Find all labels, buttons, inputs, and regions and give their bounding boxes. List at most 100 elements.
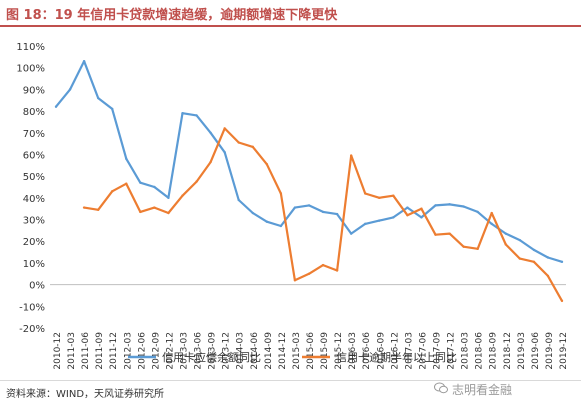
chart-legend: 信用卡应偿余额同比 信用卡逾期半年以上同比 bbox=[128, 350, 457, 364]
y-tick-label: 40% bbox=[23, 194, 45, 205]
x-tick-label: 2019-06 bbox=[531, 332, 541, 370]
y-tick-label: 70% bbox=[23, 129, 45, 140]
y-tick-label: 60% bbox=[23, 150, 45, 161]
legend-label: 信用卡应偿余额同比 bbox=[162, 350, 261, 364]
data-point bbox=[139, 210, 142, 214]
x-tick-label: 2013-06 bbox=[194, 332, 204, 370]
x-tick-label: 2014-06 bbox=[250, 332, 260, 370]
data-point bbox=[462, 245, 465, 248]
data-point bbox=[265, 220, 269, 223]
data-point bbox=[237, 141, 240, 144]
data-point bbox=[504, 243, 507, 246]
x-tick-label: 2011-06 bbox=[81, 332, 91, 370]
data-point bbox=[293, 279, 297, 282]
y-tick-label: 110% bbox=[16, 42, 45, 53]
x-tick-label: 2011-12 bbox=[109, 332, 119, 370]
data-point bbox=[532, 248, 536, 252]
data-point bbox=[111, 190, 114, 193]
data-point bbox=[335, 212, 339, 216]
legend-label: 信用卡逾期半年以上同比 bbox=[336, 350, 457, 364]
data-point bbox=[364, 192, 367, 195]
data-point bbox=[476, 210, 479, 214]
y-tick-label: 0% bbox=[29, 281, 45, 292]
data-point bbox=[167, 211, 170, 215]
data-point bbox=[111, 107, 114, 111]
x-tick-label: 2017-09 bbox=[433, 332, 443, 370]
data-point bbox=[335, 269, 339, 272]
data-point bbox=[434, 204, 437, 207]
footer-divider bbox=[0, 380, 581, 381]
data-point bbox=[406, 214, 409, 217]
y-tick-label: 30% bbox=[23, 216, 45, 227]
x-tick-label: 2010-12 bbox=[53, 332, 63, 370]
data-point bbox=[560, 260, 564, 264]
y-tick-label: 100% bbox=[16, 64, 45, 75]
data-point bbox=[448, 232, 451, 235]
y-axis: 110% 100% 90% 80% 70% 60% 50% 40% 30% 20% 10% 0% -10… bbox=[16, 42, 45, 335]
data-point bbox=[462, 205, 465, 208]
data-point bbox=[279, 224, 283, 228]
x-tick-label: 2015-12 bbox=[334, 332, 344, 370]
data-point bbox=[195, 180, 198, 183]
x-tick-label: 2017-03 bbox=[404, 332, 414, 370]
data-point bbox=[490, 211, 493, 215]
figure-title: 图 18：19 年信用卡贷款增速趋缓，逾期额增速下降更快 bbox=[6, 8, 338, 23]
data-point bbox=[321, 210, 325, 214]
y-tick-label: -20% bbox=[19, 324, 45, 335]
x-axis: 2010-12 2011-03 2011-06 2011-09 2011-12 2012-… bbox=[50, 284, 569, 370]
data-point bbox=[406, 206, 409, 209]
data-point bbox=[420, 207, 423, 210]
data-point bbox=[54, 105, 58, 108]
x-tick-label: 2018-09 bbox=[489, 332, 499, 370]
series-line-0 bbox=[55, 60, 563, 263]
x-tick-label: 2013-12 bbox=[222, 332, 232, 370]
data-point bbox=[476, 247, 479, 251]
x-tick-label: 2014-12 bbox=[278, 332, 288, 370]
x-tick-label: 2017-06 bbox=[418, 332, 428, 370]
y-tick-label: -10% bbox=[19, 302, 45, 313]
data-point bbox=[125, 182, 128, 185]
x-tick-label: 2018-12 bbox=[503, 332, 513, 370]
data-point bbox=[96, 208, 100, 211]
series-layer bbox=[54, 59, 564, 303]
x-tick-label: 2012-06 bbox=[137, 332, 147, 370]
data-point bbox=[364, 222, 367, 226]
wechat-icon bbox=[434, 382, 448, 394]
x-tick-label: 2015-09 bbox=[320, 332, 330, 370]
x-tick-label: 2019-09 bbox=[545, 332, 555, 370]
data-point bbox=[378, 196, 381, 200]
source-note: 资料来源：WIND，天风证券研究所 bbox=[6, 389, 165, 400]
data-point bbox=[434, 233, 437, 236]
data-point bbox=[532, 260, 536, 264]
x-tick-label: 2016-06 bbox=[362, 332, 372, 370]
data-point bbox=[251, 211, 254, 215]
x-tick-label: 2012-12 bbox=[165, 332, 175, 370]
x-tick-label: 2011-03 bbox=[67, 332, 77, 370]
data-point bbox=[237, 198, 240, 202]
data-point bbox=[307, 272, 311, 275]
data-point bbox=[223, 127, 226, 130]
data-point bbox=[560, 299, 564, 303]
data-point bbox=[223, 151, 226, 154]
data-point bbox=[448, 203, 451, 206]
data-point bbox=[82, 206, 86, 209]
y-tick-label: 10% bbox=[23, 259, 45, 270]
x-tick-label: 2019-03 bbox=[517, 332, 527, 370]
title-divider bbox=[0, 25, 581, 27]
data-point bbox=[349, 232, 353, 235]
data-point bbox=[279, 192, 283, 195]
data-point bbox=[265, 163, 269, 166]
x-tick-label: 2011-09 bbox=[95, 332, 105, 370]
data-point bbox=[349, 154, 353, 157]
data-point bbox=[307, 204, 311, 207]
data-point bbox=[546, 256, 550, 259]
data-point bbox=[392, 194, 395, 197]
x-tick-label: 2016-09 bbox=[376, 332, 386, 370]
data-point bbox=[82, 59, 86, 63]
y-tick-label: 90% bbox=[23, 85, 45, 96]
x-tick-label: 2012-03 bbox=[123, 332, 133, 370]
data-point bbox=[518, 257, 522, 260]
x-tick-label: 2015-06 bbox=[306, 332, 316, 370]
data-point bbox=[504, 232, 507, 235]
data-point bbox=[96, 96, 100, 100]
